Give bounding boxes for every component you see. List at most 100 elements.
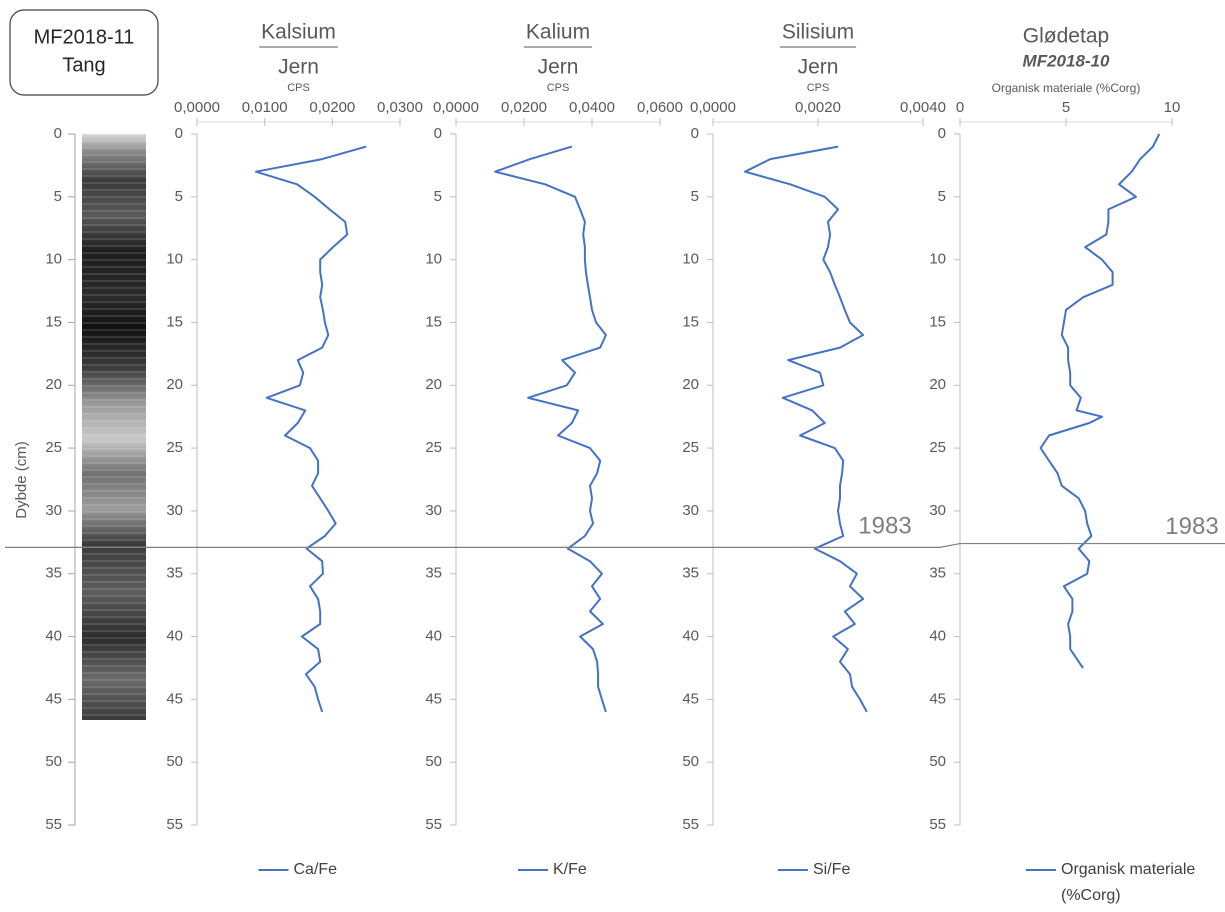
data-line xyxy=(744,145,868,713)
y-tick-label: 40 xyxy=(166,628,183,645)
data-line xyxy=(1039,133,1161,669)
y-tick-label: 15 xyxy=(45,313,62,330)
core-id: MF2018-11 xyxy=(34,26,135,48)
core-box xyxy=(9,9,159,96)
y-tick-label: 50 xyxy=(682,753,699,770)
y-tick-label: 5 xyxy=(691,188,699,205)
y-tick-label: 55 xyxy=(929,816,946,833)
y-tick-label: 50 xyxy=(166,753,183,770)
marker-label: 1983 xyxy=(858,513,911,540)
y-tick-label: 40 xyxy=(929,628,946,645)
y-tick-label: 35 xyxy=(682,565,699,582)
chart-title: Kalium xyxy=(526,21,590,44)
y-tick-label: 25 xyxy=(682,439,699,456)
y-tick-label: 20 xyxy=(929,376,946,393)
y-tick-label: 20 xyxy=(425,376,442,393)
data-line xyxy=(254,145,367,713)
y-tick-label: 0 xyxy=(434,125,442,142)
chart-title: Glødetap xyxy=(1023,25,1109,48)
y-tick-label: 55 xyxy=(425,816,442,833)
y-tick-label: 10 xyxy=(682,251,699,268)
y-tick-label: 10 xyxy=(425,251,442,268)
x-tick-label: 0,0000 xyxy=(174,99,220,116)
x-tick-label: 0,0040 xyxy=(900,99,946,116)
x-tick-label: 0,0300 xyxy=(377,99,423,116)
x-tick-label: 0,0200 xyxy=(501,99,547,116)
y-tick-label: 45 xyxy=(425,690,442,707)
x-tick-label: 0,0000 xyxy=(690,99,736,116)
core-image-banding xyxy=(82,134,146,720)
marker-label: 1983 xyxy=(1165,513,1218,540)
x-tick-label: 0,0020 xyxy=(795,99,841,116)
x-tick-label: 10 xyxy=(1164,99,1181,116)
y-tick-label: 45 xyxy=(682,690,699,707)
y-tick-label: 55 xyxy=(682,816,699,833)
y-tick-label: 30 xyxy=(425,502,442,519)
y-tick-label: 15 xyxy=(929,313,946,330)
x-axis-label: Organisk materiale (%Corg) xyxy=(992,81,1141,95)
y-tick-label: 40 xyxy=(45,628,62,645)
y-tick-label: 0 xyxy=(938,125,946,142)
y-tick-label: 5 xyxy=(434,188,442,205)
y-tick-label: 0 xyxy=(691,125,699,142)
chart-title: Kalsium xyxy=(261,21,336,44)
y-tick-label: 30 xyxy=(166,502,183,519)
y-tick-label: 25 xyxy=(929,439,946,456)
y-tick-label: 55 xyxy=(45,816,62,833)
x-tick-label: 0,0600 xyxy=(637,99,683,116)
legend-label: K/Fe xyxy=(553,861,587,878)
y-tick-label: 35 xyxy=(425,565,442,582)
y-tick-label: 10 xyxy=(45,251,62,268)
x-tick-label: 5 xyxy=(1062,99,1070,116)
x-axis-label: CPS xyxy=(547,82,570,94)
y-tick-label: 15 xyxy=(425,313,442,330)
y-tick-label: 0 xyxy=(54,125,62,142)
y-tick-label: 5 xyxy=(938,188,946,205)
y-tick-label: 30 xyxy=(929,502,946,519)
y-tick-label: 45 xyxy=(929,690,946,707)
legend-label: Organisk materiale (%Corg) xyxy=(1061,861,1196,904)
chart-subtitle: MF2018-10 xyxy=(1023,51,1110,70)
y-tick-label: 20 xyxy=(166,376,183,393)
y-tick-label: 35 xyxy=(166,565,183,582)
y-tick-label: 20 xyxy=(682,376,699,393)
y-tick-label: 5 xyxy=(175,188,183,205)
y-tick-label: 30 xyxy=(45,502,62,519)
marker-line xyxy=(5,542,1225,548)
y-tick-label: 25 xyxy=(425,439,442,456)
y-tick-label: 15 xyxy=(166,313,183,330)
y-tick-label: 45 xyxy=(45,690,62,707)
y-tick-label: 25 xyxy=(166,439,183,456)
x-tick-label: 0,0400 xyxy=(569,99,615,116)
y-tick-label: 10 xyxy=(929,251,946,268)
title-denominator: Jern xyxy=(278,56,319,79)
core-name: Tang xyxy=(62,54,105,76)
depth-axis-label: Dybde (cm) xyxy=(13,441,30,519)
y-tick-label: 0 xyxy=(175,125,183,142)
y-tick-label: 45 xyxy=(166,690,183,707)
y-tick-label: 5 xyxy=(54,188,62,205)
x-tick-label: 0,0200 xyxy=(309,99,355,116)
data-line xyxy=(494,145,607,713)
y-tick-label: 55 xyxy=(166,816,183,833)
y-tick-label: 30 xyxy=(682,502,699,519)
legend-label: Ca/Fe xyxy=(293,861,338,878)
x-axis-label: CPS xyxy=(287,82,310,94)
y-tick-label: 40 xyxy=(682,628,699,645)
x-tick-label: 0,0000 xyxy=(433,99,479,116)
y-tick-label: 25 xyxy=(45,439,62,456)
y-tick-label: 50 xyxy=(45,753,62,770)
chart-title: Silisium xyxy=(782,21,854,44)
y-tick-label: 50 xyxy=(425,753,442,770)
title-denominator: Jern xyxy=(798,56,839,79)
y-tick-label: 20 xyxy=(45,376,62,393)
x-axis-label: CPS xyxy=(807,82,830,94)
y-tick-label: 35 xyxy=(45,565,62,582)
y-tick-label: 50 xyxy=(929,753,946,770)
y-tick-label: 15 xyxy=(682,313,699,330)
x-tick-label: 0 xyxy=(956,99,964,116)
y-tick-label: 35 xyxy=(929,565,946,582)
title-denominator: Jern xyxy=(538,56,579,79)
